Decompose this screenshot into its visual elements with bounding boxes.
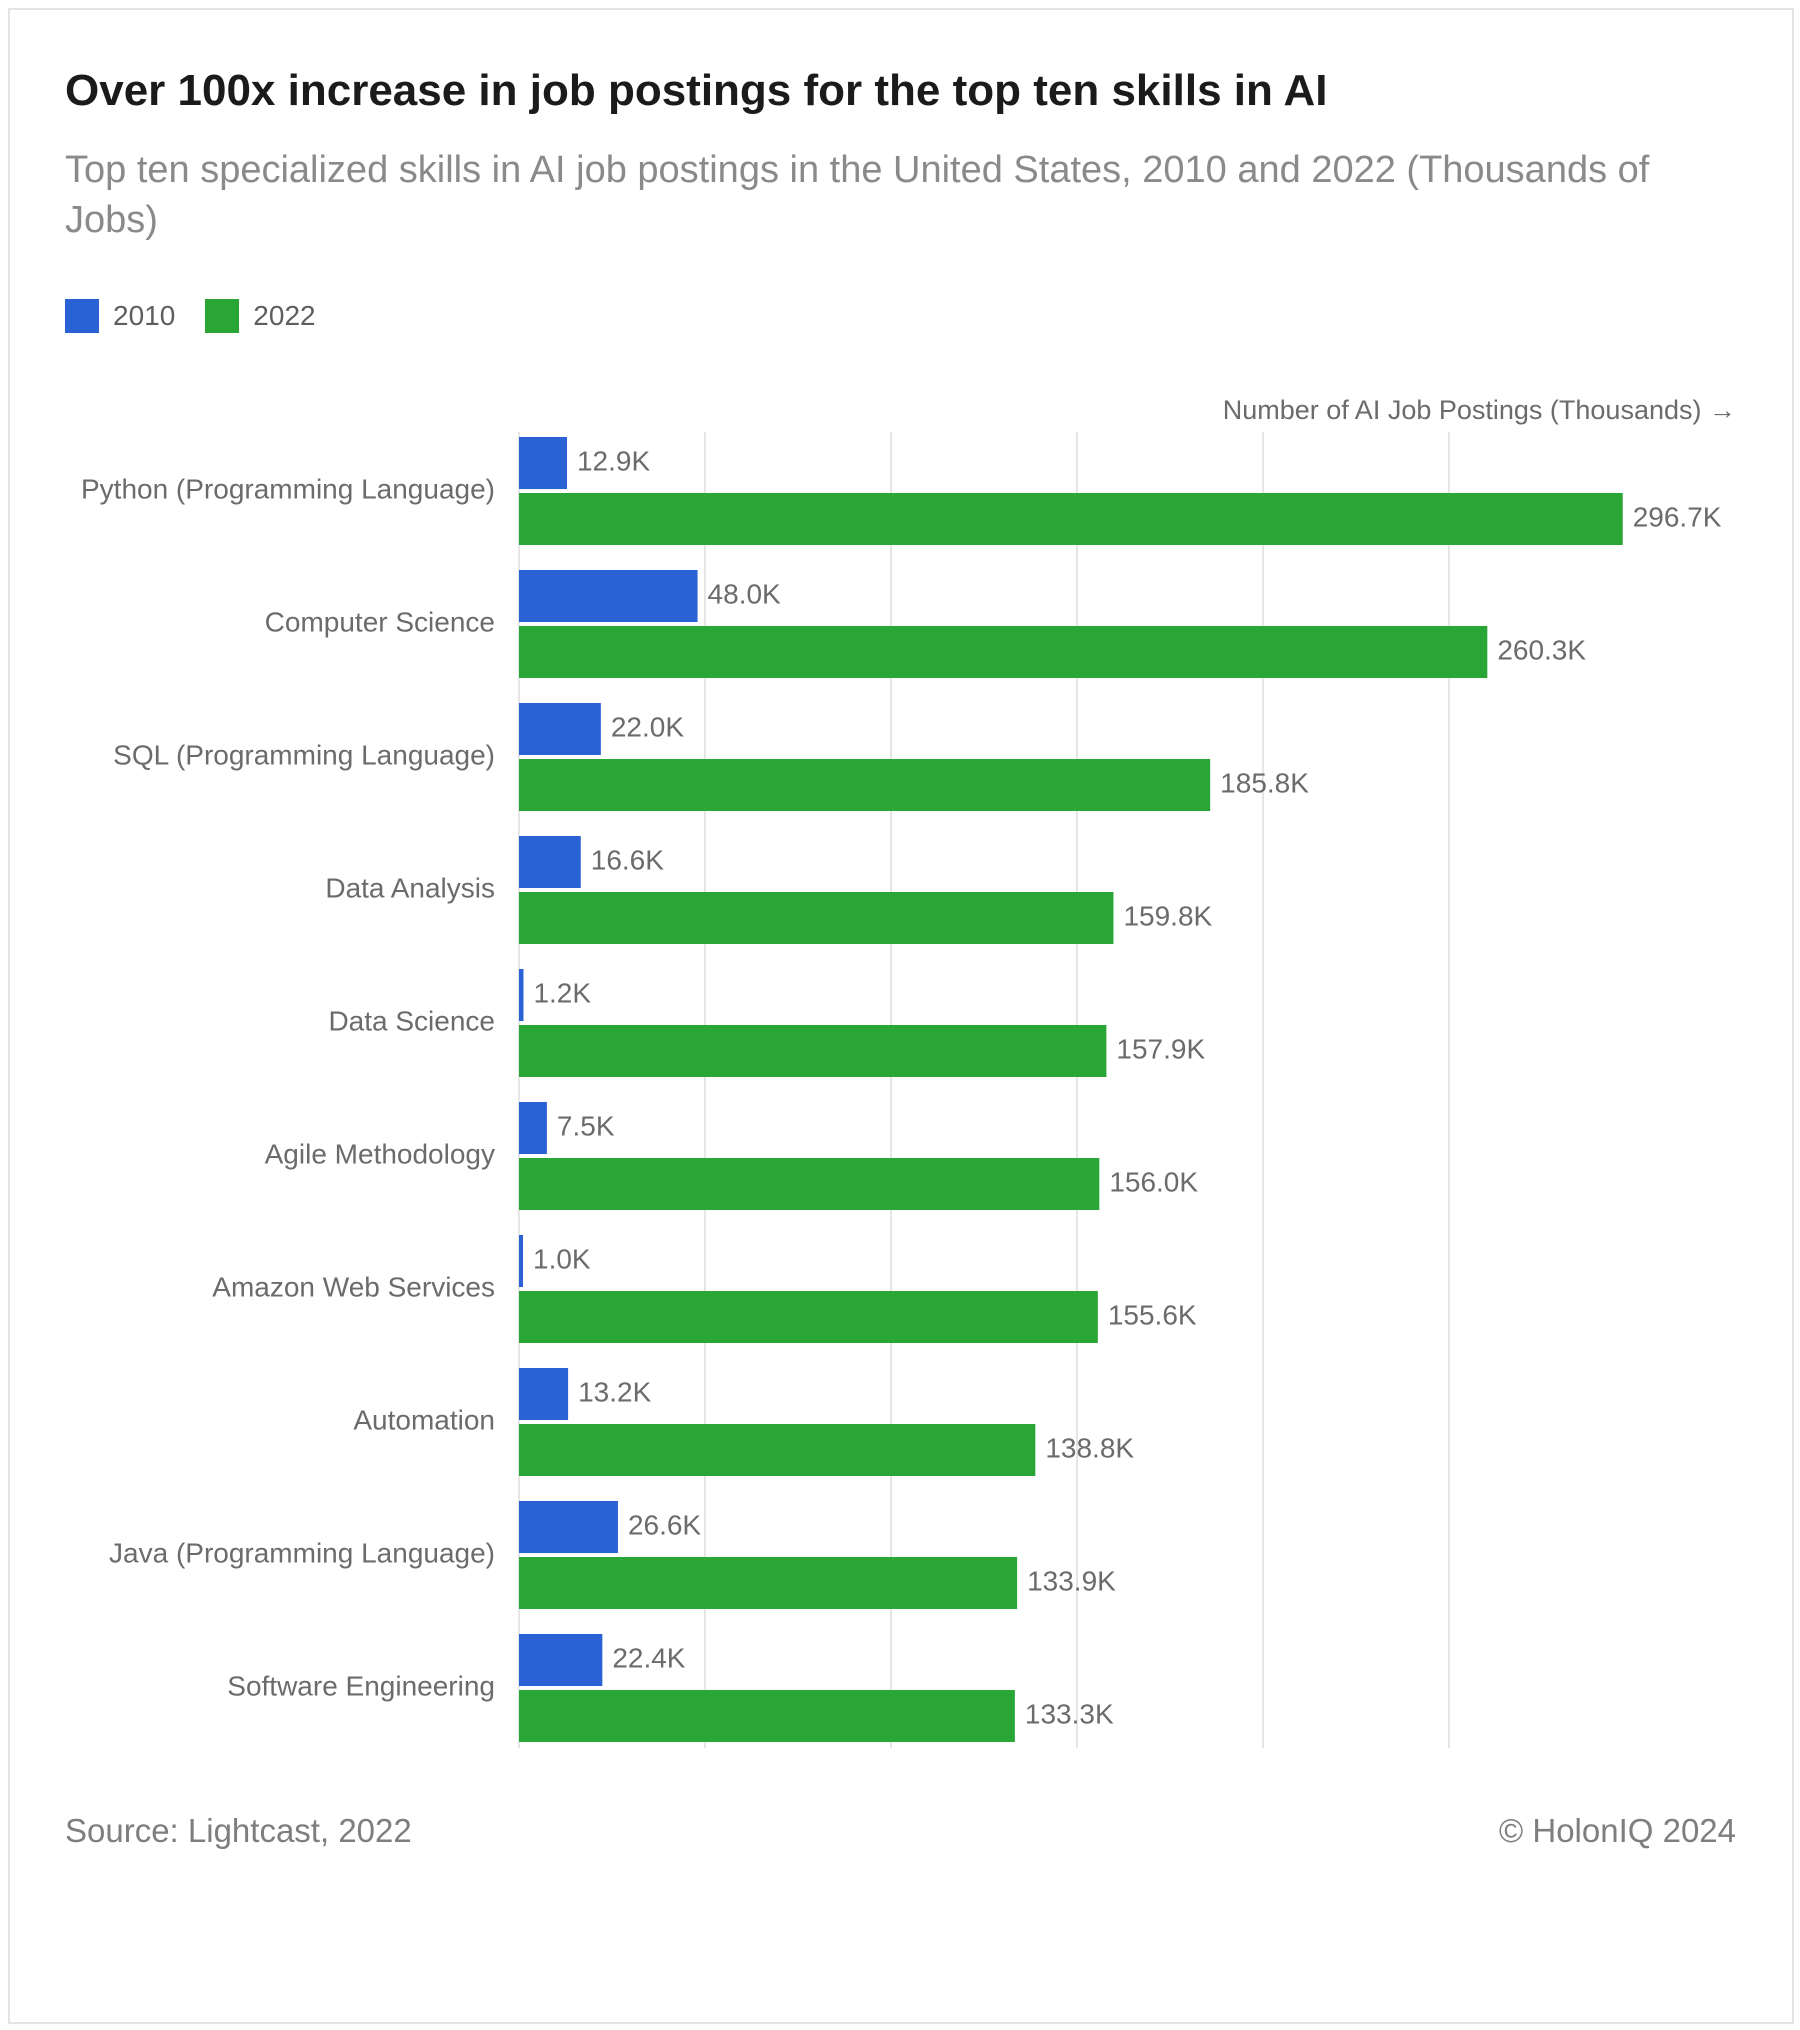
bar-2010 (519, 570, 698, 622)
category-label: Amazon Web Services (212, 1271, 495, 1302)
value-label-2022: 138.8K (1045, 1432, 1134, 1463)
value-label-2010: 48.0K (708, 578, 781, 609)
bar-2022 (519, 759, 1211, 811)
legend: 2010 2022 (65, 298, 346, 334)
value-label-2010: 26.6K (628, 1509, 701, 1540)
bar-2022 (519, 1690, 1015, 1742)
value-label-2022: 296.7K (1633, 501, 1722, 532)
bar-2010 (519, 836, 581, 888)
category-label: Software Engineering (227, 1670, 495, 1701)
category-label: Python (Programming Language) (81, 473, 495, 504)
bar-2022 (519, 892, 1114, 944)
bar-2022 (519, 626, 1488, 678)
legend-swatch-2022 (205, 299, 240, 333)
bar-2010 (519, 1501, 618, 1553)
category-label: Java (Programming Language) (109, 1537, 495, 1568)
value-label-2010: 1.0K (533, 1243, 591, 1274)
bar-2022 (519, 1158, 1100, 1210)
value-label-2022: 185.8K (1220, 767, 1309, 798)
category-label: Agile Methodology (265, 1138, 495, 1169)
bar-2022 (519, 493, 1623, 545)
bar-2022 (519, 1025, 1107, 1077)
bar-2010 (519, 969, 524, 1021)
value-label-2010: 12.9K (577, 445, 650, 476)
bar-2010 (519, 1102, 547, 1154)
bar-2010 (519, 1634, 603, 1686)
bar-2010 (519, 1235, 523, 1287)
source-note: Source: Lightcast, 2022 (65, 1812, 412, 1849)
value-label-2022: 260.3K (1497, 634, 1586, 665)
value-label-2022: 133.9K (1027, 1565, 1116, 1596)
bar-2010 (519, 437, 567, 489)
value-label-2022: 133.3K (1025, 1698, 1114, 1729)
legend-item-2010[interactable]: 2010 (65, 299, 175, 333)
category-label: Automation (353, 1404, 495, 1435)
legend-label-2022: 2022 (253, 300, 316, 331)
legend-swatch-2010 (65, 299, 99, 333)
category-label: SQL (Programming Language) (113, 739, 495, 770)
value-label-2010: 13.2K (578, 1376, 651, 1407)
value-label-2010: 22.4K (612, 1642, 685, 1673)
copyright-note: © HolonIQ 2024 (1498, 1812, 1736, 1849)
chart-card (8, 8, 1794, 2024)
chart-title: Over 100x increase in job postings for t… (65, 66, 1328, 115)
value-label-2022: 156.0K (1109, 1166, 1198, 1197)
legend-label-2010: 2010 (113, 300, 176, 331)
value-label-2010: 1.2K (533, 977, 591, 1008)
bar-2022 (519, 1557, 1018, 1609)
legend-item-2022[interactable]: 2022 (205, 299, 316, 333)
value-label-2022: 159.8K (1123, 900, 1212, 931)
bar-2010 (519, 1368, 569, 1420)
bar-2022 (519, 1291, 1098, 1343)
value-label-2010: 22.0K (611, 711, 684, 742)
chart-subtitle: Top ten specialized skills in AI job pos… (65, 149, 1650, 241)
category-label: Computer Science (265, 606, 495, 637)
category-label: Data Analysis (325, 872, 495, 903)
x-axis-label: Number of AI Job Postings (Thousands) → (1222, 395, 1736, 425)
value-label-2010: 16.6K (591, 844, 664, 875)
category-label: Data Science (328, 1005, 495, 1036)
value-label-2022: 155.6K (1108, 1299, 1197, 1330)
value-label-2010: 7.5K (557, 1110, 615, 1141)
value-label-2022: 157.9K (1116, 1033, 1205, 1064)
bar-2010 (519, 703, 601, 755)
bar-2022 (519, 1424, 1036, 1476)
